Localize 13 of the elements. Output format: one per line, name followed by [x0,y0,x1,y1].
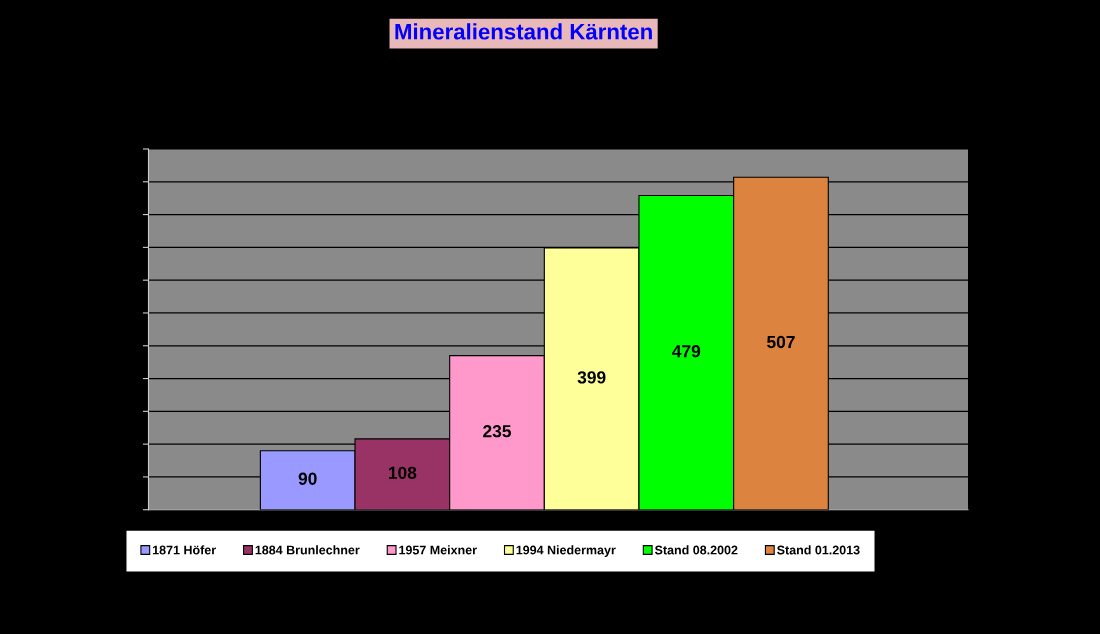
legend-label: Stand 01.2013 [777,545,860,555]
legend-label: 1871 Höfer [152,545,216,555]
data-label: 479 [672,345,701,358]
legend-label: 1957 Meixner [399,545,477,555]
data-label: 235 [483,425,512,438]
chart-title: Mineralienstand Kärnten [395,23,652,40]
legend-label: Stand 08.2002 [654,545,738,555]
data-label: 90 [298,472,317,485]
data-label: 108 [388,466,417,479]
legend-label: 1994 Niedermayr [516,545,616,557]
legend-label: 1884 Brunlechner [255,545,360,555]
data-label: 507 [767,335,795,349]
data-label: 399 [577,371,606,384]
